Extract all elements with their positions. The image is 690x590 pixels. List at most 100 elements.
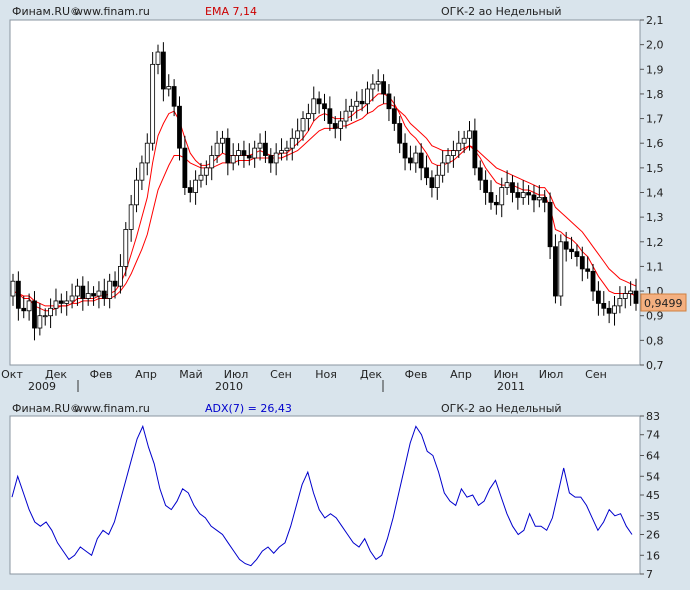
candle-body — [456, 142, 462, 152]
candle-body — [467, 130, 472, 139]
adx-line — [11, 424, 633, 567]
adx-y-tick-label: 64 — [646, 450, 660, 463]
candle-body — [311, 98, 317, 115]
candle-body — [166, 86, 172, 90]
candle-body — [520, 192, 526, 198]
price-y-tick-label: 1,6 — [646, 137, 664, 150]
candle-body — [606, 307, 612, 314]
candle-body — [338, 120, 344, 129]
candle-body — [536, 197, 542, 201]
candle-body — [445, 155, 451, 164]
candle-body — [493, 201, 499, 206]
candle-body — [48, 307, 53, 317]
candle-body — [160, 51, 166, 90]
candle-body — [69, 295, 75, 302]
candle-body — [354, 100, 360, 107]
candle-body — [177, 105, 182, 149]
candle-body — [601, 302, 607, 309]
adx-y-tick-label: 26 — [646, 529, 660, 542]
price-y-tick-label: 1,4 — [646, 187, 664, 200]
candle-body — [569, 248, 574, 253]
candle-body — [203, 167, 209, 176]
candle-body — [187, 187, 193, 193]
instrument-label: ОГК-2 ао Недельный — [441, 5, 562, 18]
ema-slow-line — [12, 103, 637, 307]
candle-body — [182, 147, 188, 188]
candle-body — [252, 147, 258, 159]
candle-body — [139, 162, 145, 181]
price-y-tick-label: 1,8 — [646, 88, 664, 101]
x-tick-label: Апр — [450, 368, 472, 381]
candle-body — [53, 300, 59, 309]
candle-body — [348, 105, 354, 112]
x-tick-label: Сен — [585, 368, 607, 381]
candle-body — [413, 152, 419, 164]
price-y-tick-label: 1,3 — [646, 211, 664, 224]
candle-body — [101, 290, 107, 299]
adx-plot-area — [9, 415, 641, 575]
adx-y-tick-label: 54 — [646, 470, 660, 483]
candle-body — [370, 83, 376, 90]
candle-body — [32, 300, 37, 329]
candle-body — [563, 241, 569, 250]
candle-body — [257, 142, 263, 149]
candle-body — [144, 142, 150, 164]
candle-body — [263, 142, 268, 156]
candle-body — [118, 266, 123, 287]
candle-body — [322, 103, 327, 110]
candle-body — [504, 182, 510, 188]
candle-body — [332, 123, 338, 129]
candle-body — [343, 110, 349, 122]
candle-body — [633, 290, 639, 304]
site-label[interactable]: www.finam.ru — [74, 5, 150, 18]
candle-body — [327, 108, 333, 124]
candle-body — [375, 81, 381, 85]
candle-body — [585, 268, 591, 272]
candle-body — [21, 307, 27, 312]
candle-body — [547, 201, 553, 248]
candle-body — [477, 167, 483, 181]
candle-body — [128, 204, 134, 230]
candle-body — [198, 174, 204, 181]
candle-body — [365, 88, 370, 105]
candle-body — [209, 155, 215, 169]
candle-body — [461, 137, 467, 144]
candle-body — [150, 63, 156, 144]
candle-body — [58, 300, 64, 304]
price-y-tick-label: 1,7 — [646, 113, 664, 126]
candle-body — [64, 300, 70, 304]
candle-body — [42, 315, 48, 318]
candle-body — [596, 290, 601, 304]
candle-body — [510, 182, 515, 193]
x-tick-label: Фев — [405, 368, 428, 381]
candle-body — [450, 150, 456, 156]
price-y-tick-label: 0,9 — [646, 310, 664, 323]
candle-body — [526, 192, 531, 196]
price-y-tick-label: 1,1 — [646, 260, 664, 273]
candle-body — [10, 280, 16, 297]
x-tick-label: Июл — [224, 368, 249, 381]
x-tick-label: Дек — [360, 368, 382, 381]
candle-body — [279, 150, 284, 154]
candle-body — [590, 270, 596, 292]
x-tick-label: Дек — [45, 368, 67, 381]
adx-y-tick-label: 74 — [646, 429, 660, 442]
time-x-axis: Окт Дек Фев Апр Май Июл Сен Ноя Дек Фев Апр Июн Июл С… — [1, 368, 607, 393]
candle-body — [134, 179, 139, 206]
x-tick-label: Апр — [135, 368, 157, 381]
x-year-label: 2011 — [497, 380, 525, 393]
price-y-tick-label: 1,5 — [646, 162, 664, 175]
indicator-label: EMA 7,14 — [205, 5, 257, 18]
candle-body — [359, 100, 365, 105]
adx-site-label[interactable]: www.finam.ru — [74, 402, 150, 415]
candle-body — [617, 298, 623, 307]
candle-body — [483, 179, 489, 193]
adx-path — [11, 424, 633, 567]
candle-body — [85, 293, 91, 299]
price-y-tick-label: 1,9 — [646, 63, 664, 76]
price-y-tick-label: 1,2 — [646, 236, 664, 249]
candle-body — [386, 93, 392, 110]
candlestick-series — [10, 42, 639, 341]
candle-body — [96, 290, 102, 297]
